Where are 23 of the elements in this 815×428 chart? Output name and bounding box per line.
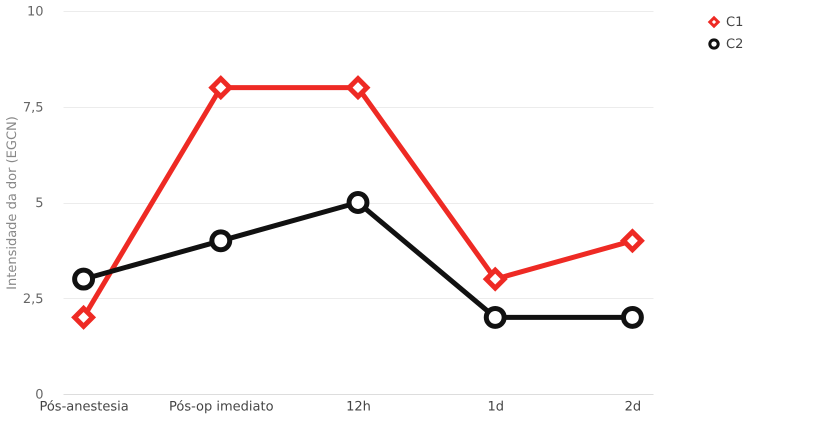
y-tick-label: 0 bbox=[35, 388, 44, 402]
point bbox=[209, 229, 232, 252]
point bbox=[346, 191, 370, 214]
y-axis-title: Intensidade da dor (EGCN) bbox=[4, 116, 20, 290]
point bbox=[484, 268, 507, 291]
point bbox=[484, 306, 507, 329]
y-tick-label: 10 bbox=[26, 4, 44, 20]
legend-label: C2 bbox=[726, 37, 744, 52]
point bbox=[72, 268, 96, 291]
x-tick-label: 1d bbox=[487, 400, 504, 414]
point bbox=[209, 76, 232, 100]
point bbox=[620, 306, 644, 329]
legend-label: C1 bbox=[726, 15, 744, 30]
point bbox=[620, 229, 644, 252]
point bbox=[72, 306, 96, 329]
x-tick-label: Pós-op imediato bbox=[169, 400, 274, 414]
y-tick-label: 2,5 bbox=[22, 292, 44, 307]
x-tick-label: 12h bbox=[346, 400, 371, 414]
x-tick-label: Pós-anestesia bbox=[39, 400, 129, 414]
point bbox=[346, 76, 370, 100]
x-tick-label: 2d bbox=[624, 400, 642, 414]
y-tick-label: 7,5 bbox=[22, 100, 44, 116]
y-tick-label: 5 bbox=[35, 196, 44, 211]
